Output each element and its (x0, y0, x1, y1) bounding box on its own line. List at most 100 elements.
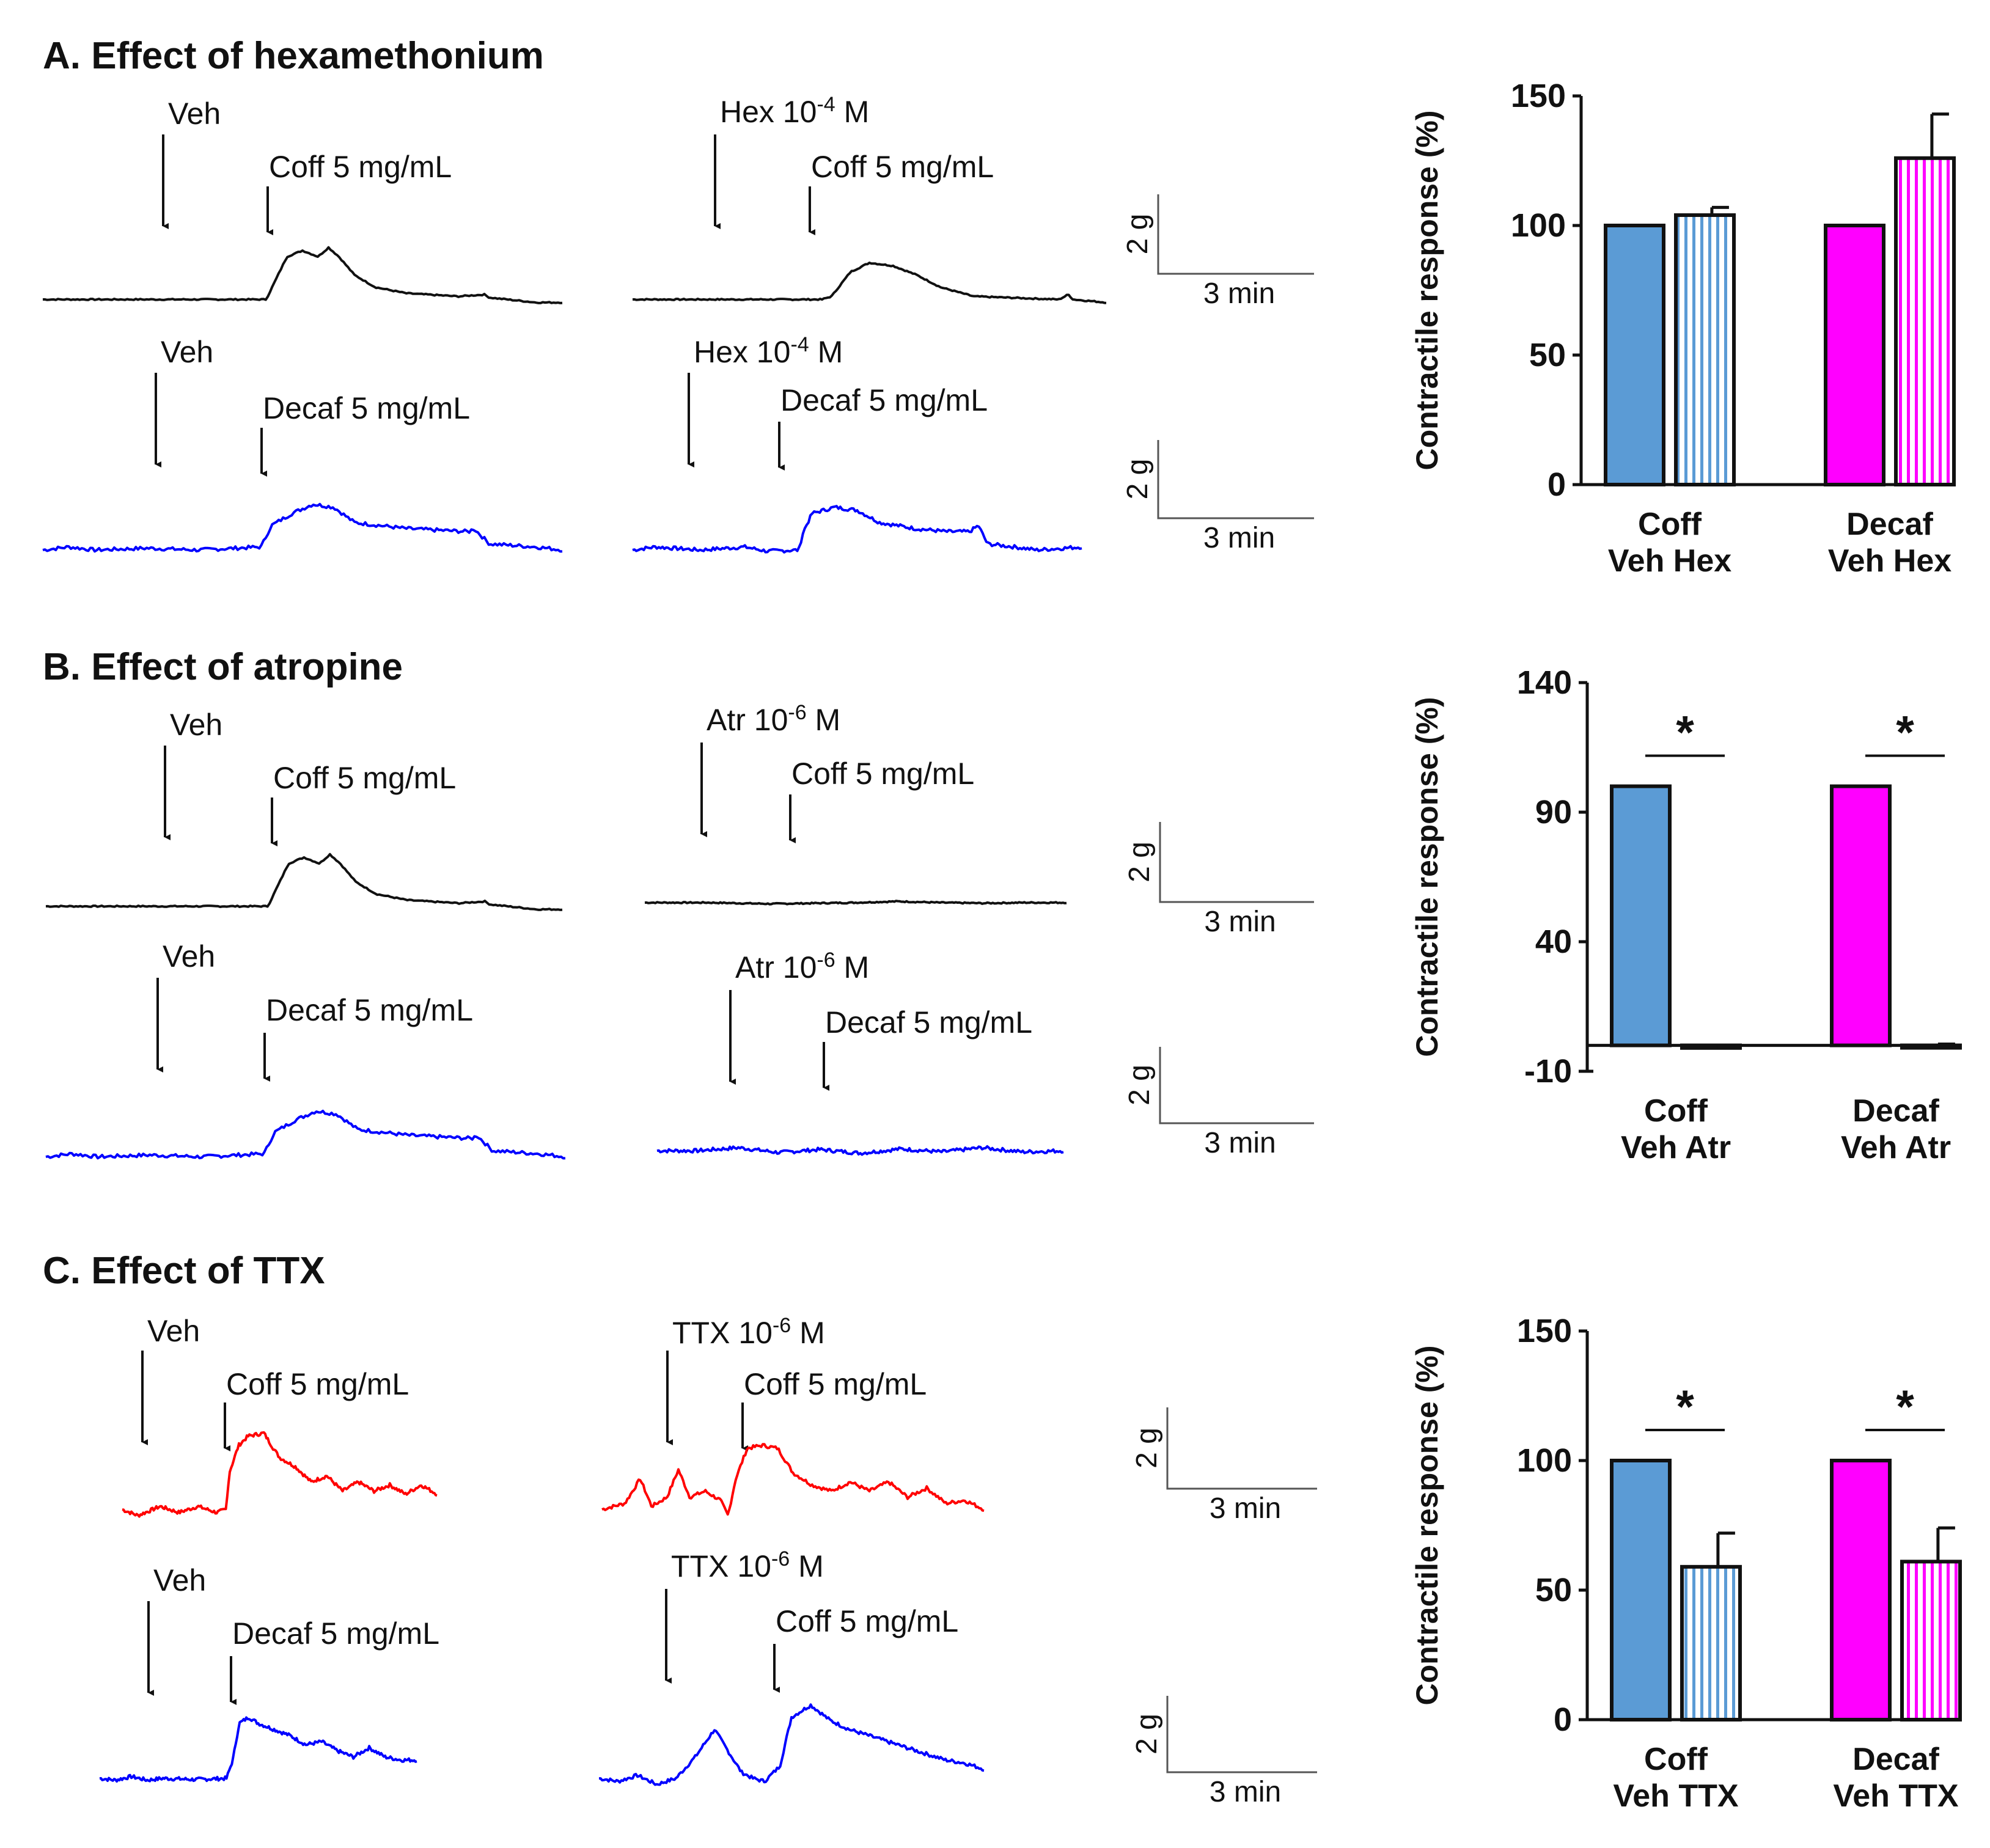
concentration-unit: M (835, 95, 870, 129)
concentration-exponent: -6 (771, 1547, 790, 1571)
scale-bar (1166, 1696, 1317, 1773)
y-tick-label: 100 (1511, 207, 1566, 244)
bar-coff-veh (1604, 224, 1665, 486)
scale-bar (1157, 440, 1314, 519)
group-sublabel: Veh Atr (1841, 1130, 1951, 1165)
group-label: Coff (1644, 1093, 1708, 1129)
trace-treatment-label: Atr 10-6 M (707, 701, 840, 737)
bar-decaf-hex (1894, 156, 1956, 486)
stimulus-label: Coff 5 mg/mL (273, 761, 456, 795)
y-tick-label: 50 (1529, 337, 1566, 373)
bar-decaf-atr (1900, 1043, 1962, 1050)
contraction-trace (656, 1145, 1064, 1156)
bar-decaf-veh (1830, 784, 1892, 1047)
contraction-trace (632, 262, 1107, 304)
significance-star: * (1896, 707, 1914, 759)
bar-coff-veh (1610, 784, 1672, 1047)
group-sublabel: Veh Atr (1621, 1130, 1731, 1165)
stimulus-label: Coff 5 mg/mL (791, 757, 974, 791)
group-label: Decaf (1852, 1742, 1939, 1777)
concentration-exponent: -4 (817, 93, 835, 116)
treatment-name: Atr 10 (707, 703, 788, 737)
treatment-name: Veh (161, 335, 213, 369)
panel-title: B. Effect of atropine (43, 646, 403, 688)
scale-bar-time-label: 3 min (1210, 1776, 1281, 1808)
scale-bar-force-label: 2 g (1122, 214, 1154, 255)
concentration-unit: M (835, 950, 870, 985)
y-tick-label: 90 (1535, 794, 1572, 831)
y-tick-label: 40 (1535, 923, 1572, 960)
bar-decaf-veh (1824, 224, 1885, 486)
y-tick-label: 140 (1517, 664, 1572, 701)
group-sublabel: Veh Hex (1608, 543, 1731, 579)
scale-bar-time-label: 3 min (1203, 277, 1275, 310)
trace-treatment-label: Veh (163, 939, 215, 974)
concentration-unit: M (791, 1316, 825, 1350)
scale-bar (1157, 194, 1314, 275)
treatment-name: Hex 10 (720, 95, 817, 129)
y-axis-label: Contractile response (%) (1410, 697, 1444, 1057)
contraction-trace (122, 1431, 438, 1518)
scale-bar-force-label: 2 g (1131, 1428, 1163, 1469)
significance-star: * (1896, 1381, 1914, 1433)
bar-coff-atr (1680, 1043, 1742, 1050)
y-tick-label: 150 (1511, 78, 1566, 114)
group-label: Coff (1638, 507, 1702, 542)
stimulus-label: Coff 5 mg/mL (744, 1367, 927, 1401)
concentration-exponent: -6 (817, 948, 835, 972)
y-axis-label: Contractile response (%) (1410, 1345, 1444, 1705)
contraction-trace (601, 1443, 985, 1516)
bar-decaf-ttx (1900, 1560, 1962, 1722)
concentration-exponent: -6 (773, 1314, 791, 1337)
bar-decaf-veh (1830, 1459, 1892, 1722)
scale-bar-force-label: 2 g (1122, 459, 1154, 500)
scale-bar-force-label: 2 g (1123, 1065, 1156, 1106)
treatment-name: Hex 10 (694, 335, 790, 369)
concentration-unit: M (807, 703, 841, 737)
trace-treatment-label: Veh (147, 1314, 200, 1348)
trace-treatment-label: Veh (168, 97, 221, 131)
y-tick-label: -10 (1524, 1053, 1572, 1090)
group-sublabel: Veh TTX (1833, 1778, 1958, 1814)
group-label: Decaf (1852, 1093, 1939, 1129)
significance-star: * (1676, 707, 1694, 759)
concentration-exponent: -6 (788, 701, 806, 724)
scale-bar (1159, 1047, 1314, 1124)
y-tick-label: 50 (1535, 1572, 1572, 1608)
stimulus-label: Coff 5 mg/mL (811, 150, 994, 184)
trace-treatment-label: Atr 10-6 M (735, 948, 869, 985)
stimulus-label: Decaf 5 mg/mL (263, 391, 470, 425)
treatment-name: Veh (147, 1314, 200, 1348)
group-sublabel: Veh TTX (1613, 1778, 1738, 1814)
treatment-name: Veh (163, 939, 215, 974)
scale-bar-time-label: 3 min (1204, 906, 1276, 938)
stimulus-label: Coff 5 mg/mL (776, 1604, 958, 1638)
treatment-name: Atr 10 (735, 950, 817, 985)
contraction-trace (45, 853, 563, 911)
significance-star: * (1676, 1381, 1694, 1433)
bar-coff-hex (1674, 213, 1736, 486)
treatment-name: TTX 10 (672, 1316, 773, 1350)
y-tick-label: 150 (1517, 1313, 1572, 1349)
contraction-trace (99, 1716, 417, 1783)
contraction-trace (45, 1109, 566, 1160)
treatment-name: Veh (168, 97, 221, 131)
scale-bar-time-label: 3 min (1210, 1492, 1281, 1525)
treatment-name: Veh (153, 1563, 206, 1597)
group-label: Coff (1644, 1742, 1708, 1777)
y-tick-label: 100 (1517, 1442, 1572, 1479)
trace-treatment-label: Veh (170, 708, 222, 742)
group-label: Decaf (1846, 507, 1933, 542)
stimulus-label: Coff 5 mg/mL (269, 150, 452, 184)
bar-coff-ttx (1680, 1564, 1742, 1722)
stimulus-label: Coff 5 mg/mL (226, 1367, 409, 1401)
panel-title: C. Effect of TTX (43, 1250, 325, 1292)
y-axis-label: Contractile response (%) (1410, 110, 1444, 470)
trace-treatment-label: TTX 10-6 M (672, 1314, 825, 1350)
group-sublabel: Veh Hex (1828, 543, 1951, 579)
scale-bar-time-label: 3 min (1204, 1127, 1276, 1159)
contraction-trace (42, 502, 563, 553)
stimulus-label: Decaf 5 mg/mL (266, 993, 473, 1027)
treatment-name: Veh (170, 708, 222, 742)
scale-bar-time-label: 3 min (1203, 522, 1275, 554)
